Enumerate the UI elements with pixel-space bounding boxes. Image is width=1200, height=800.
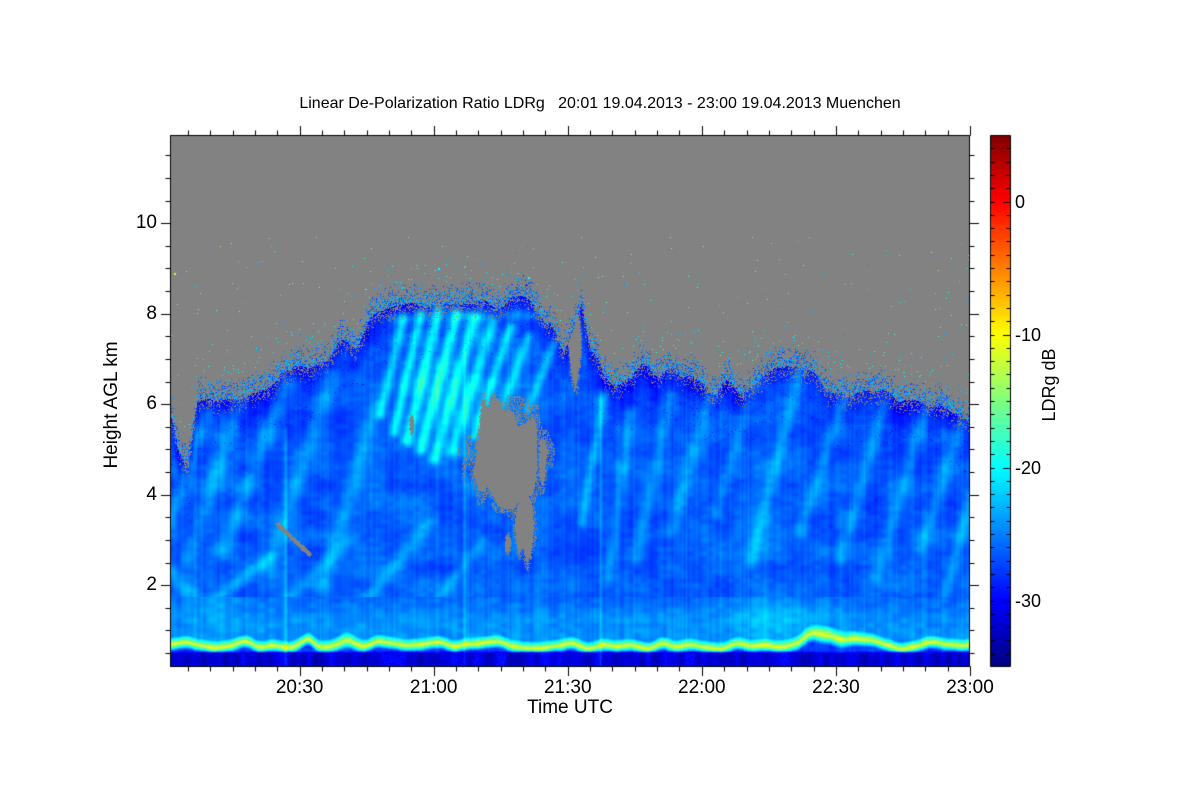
colorbar-label: LDRg dB: [1039, 348, 1059, 422]
colorbar-tick-label--10: -10: [1015, 324, 1042, 345]
y-tick-label-6: 6: [146, 393, 157, 415]
x-tick-label-22:30: 22:30: [812, 677, 860, 698]
x-tick-label-23:00: 23:00: [946, 677, 994, 698]
x-tick-label-22:00: 22:00: [678, 677, 726, 698]
colorbar-tick-label-0: 0: [1015, 191, 1026, 212]
y-tick-label-10: 10: [135, 212, 157, 234]
y-tick-label-8: 8: [146, 302, 157, 324]
x-tick-label-20:30: 20:30: [275, 677, 324, 698]
x-tick-label-21:00: 21:00: [409, 677, 458, 698]
chart-title: Linear De-Polarization Ratio LDRg 20:01 …: [299, 95, 901, 112]
colorbar-tick-label--20: -20: [1015, 457, 1042, 478]
y-tick-label-2: 2: [146, 574, 157, 596]
x-tick-label-21:30: 21:30: [543, 677, 592, 698]
y-tick-label-4: 4: [146, 483, 157, 505]
x-axis-label: Time UTC: [527, 697, 613, 718]
colorbar-tick-label--30: -30: [1015, 590, 1042, 611]
